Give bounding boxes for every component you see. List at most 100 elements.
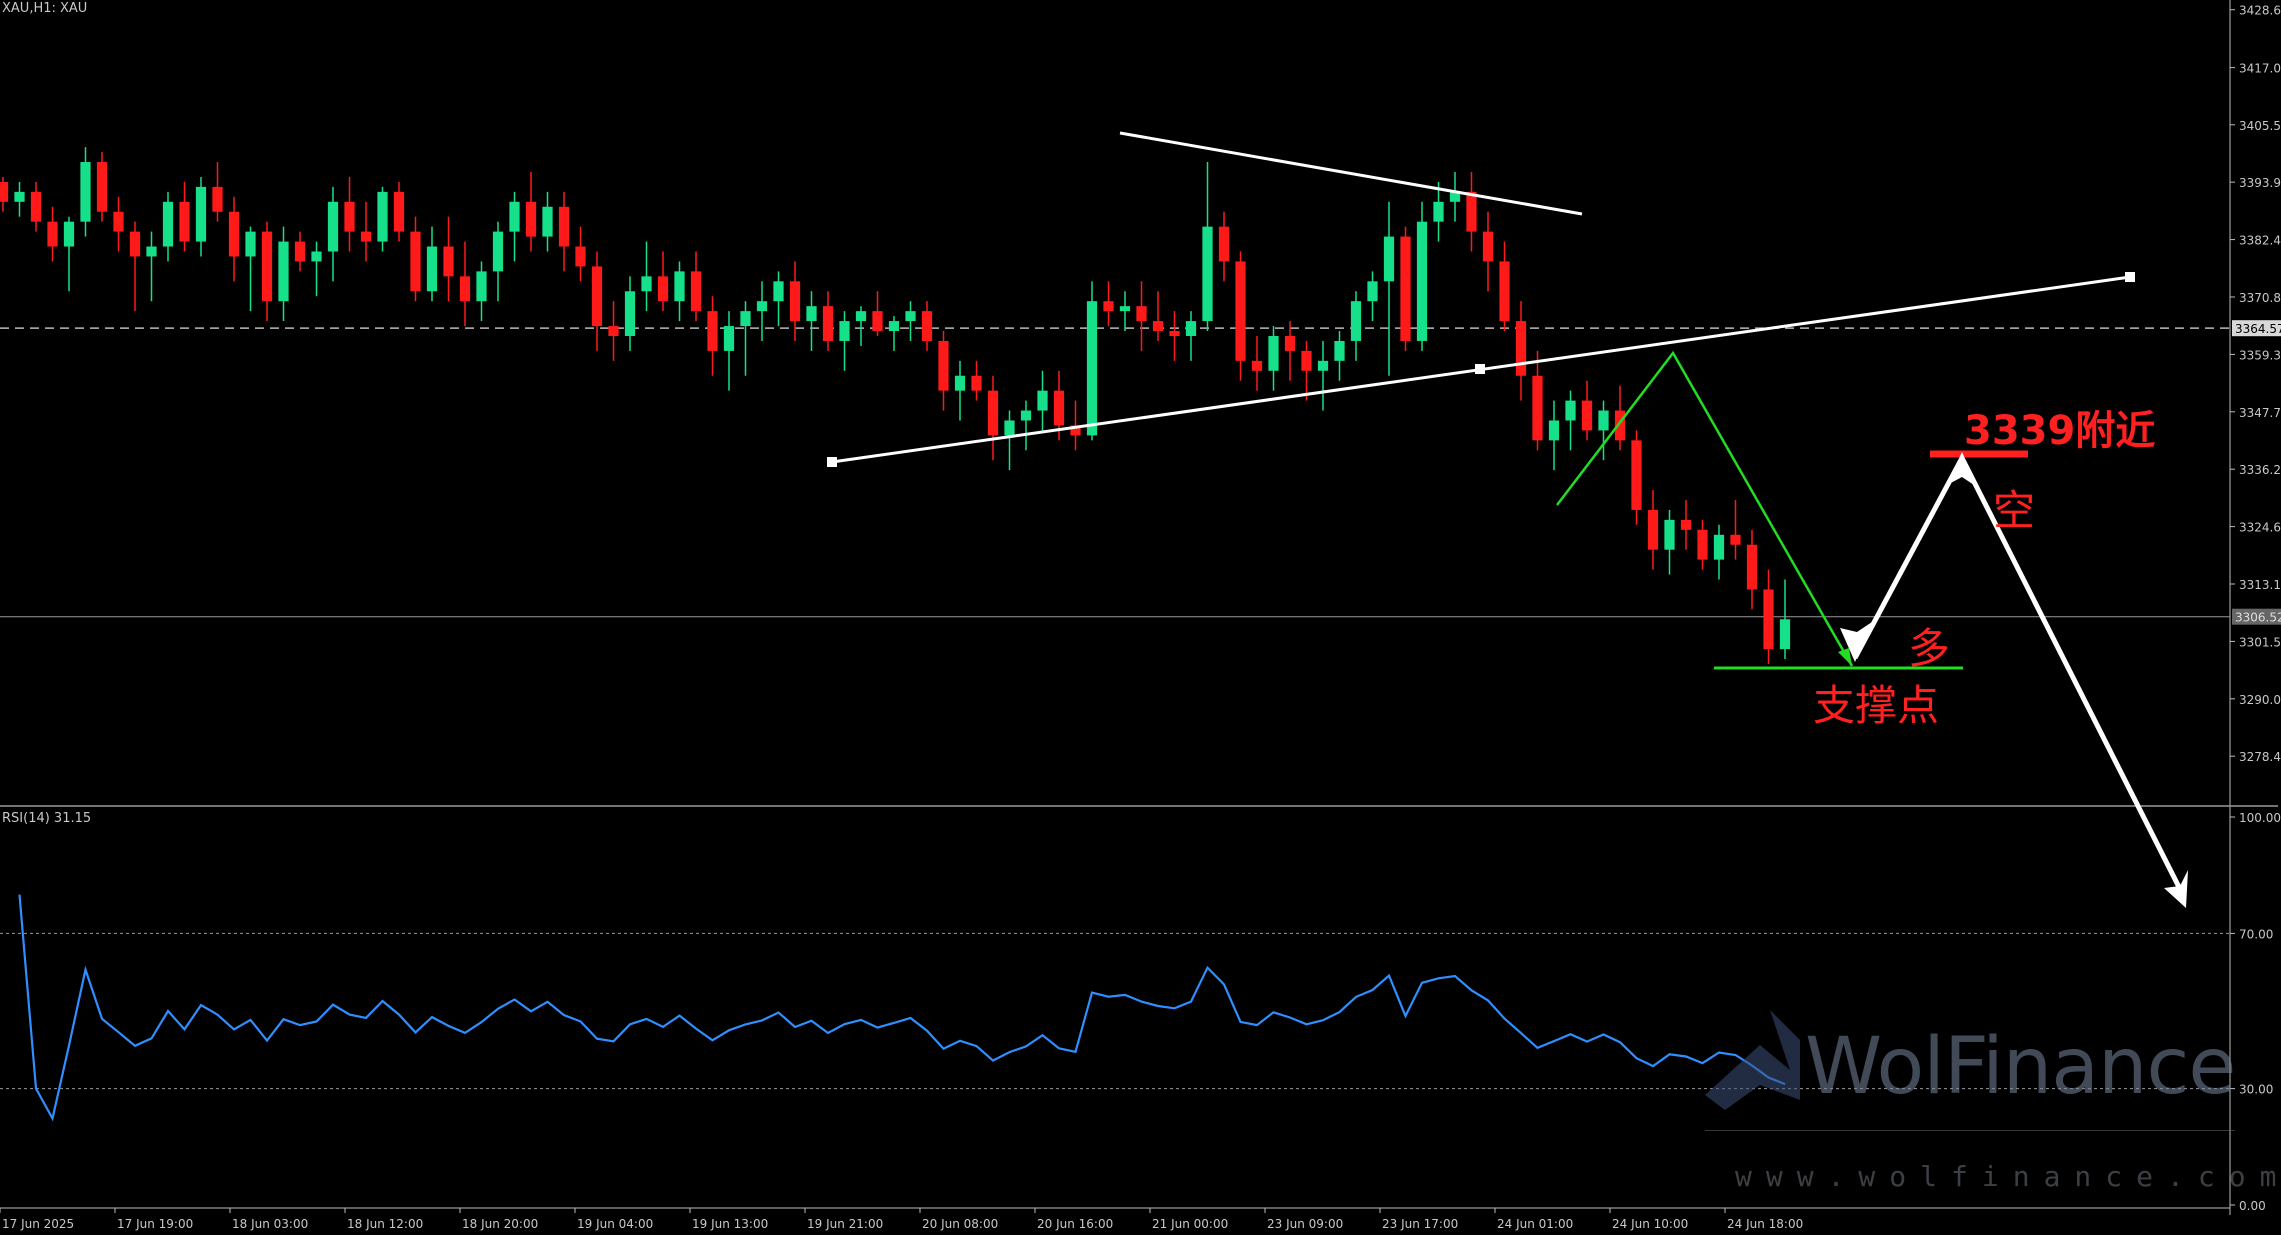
candle-body <box>0 181 9 202</box>
candle-body <box>1763 589 1774 650</box>
candle-body <box>1103 301 1114 312</box>
candle-body <box>14 191 25 202</box>
candle-body <box>393 191 405 232</box>
support-annotation: 支撑点 <box>1813 681 1940 730</box>
time-tick-label: 20 Jun 16:00 <box>1037 1217 1113 1231</box>
time-tick-label: 19 Jun 21:00 <box>807 1217 883 1231</box>
candle-body <box>987 390 999 436</box>
time-tick-label: 24 Jun 10:00 <box>1612 1217 1688 1231</box>
candle-body <box>954 375 966 391</box>
candle-body <box>525 201 537 237</box>
candle-body <box>872 311 883 332</box>
candle-body <box>1647 509 1659 550</box>
watermark-url: www.wolfinance.com <box>1735 1160 2281 1193</box>
candle-body <box>1466 191 1477 232</box>
candle-body <box>1499 261 1510 322</box>
candle-body <box>971 375 982 391</box>
candle-body <box>1119 306 1131 312</box>
time-tick-label: 24 Jun 18:00 <box>1727 1217 1803 1231</box>
rsi-tick-label: 30.00 <box>2239 1083 2273 1097</box>
candle-body <box>1532 375 1543 441</box>
candle-body <box>1416 221 1428 341</box>
candle-body <box>773 281 784 302</box>
dashed-level-label: 3364.57 <box>2235 322 2281 336</box>
candle-body <box>542 206 553 237</box>
watermark-brand: WolFinance <box>1805 1022 2236 1112</box>
wolf-logo-icon <box>1705 1010 1800 1110</box>
candle-body <box>591 266 603 327</box>
price-tick-label: 3370.85 <box>2239 291 2281 305</box>
candle-body <box>1631 440 1642 510</box>
rsi-line <box>18 894 1786 1122</box>
price-tick-label: 3301.55 <box>2239 635 2281 649</box>
candle-body <box>938 340 949 391</box>
candle-body <box>888 321 900 332</box>
candle-body <box>261 231 273 302</box>
candle-body <box>212 186 223 212</box>
price-tick-label: 3359.30 <box>2239 348 2281 362</box>
candle-body <box>410 231 421 292</box>
price-tick-label: 3417.00 <box>2239 62 2281 76</box>
candle-body <box>245 231 256 257</box>
candle-body <box>707 311 718 351</box>
candle-body <box>1598 410 1609 431</box>
time-tick-label: 24 Jun 01:00 <box>1497 1217 1573 1231</box>
time-tick-label: 17 Jun 2025 <box>2 1217 74 1231</box>
dashed-level-badge <box>2232 320 2281 337</box>
candle-body <box>624 291 636 336</box>
candle-body <box>839 321 850 341</box>
short-annotation: 空 <box>1993 486 2036 535</box>
candle-body <box>1383 236 1395 282</box>
candle-body <box>1680 519 1692 530</box>
candle-body <box>657 276 669 302</box>
candle-body <box>1515 321 1527 376</box>
forecast-arrowhead-down <box>2164 870 2188 908</box>
forecast-arrowhead-high <box>1947 452 1977 487</box>
candle-body <box>608 326 619 336</box>
target-price-annotation: 3339附近 <box>1964 408 2156 454</box>
time-tick-label: 18 Jun 12:00 <box>347 1217 423 1231</box>
candle-body <box>509 201 520 232</box>
time-tick-label: 23 Jun 17:00 <box>1382 1217 1458 1231</box>
rsi-label: RSI(14) 31.15 <box>2 811 92 826</box>
price-tick-label: 3347.75 <box>2239 406 2281 420</box>
candle-body <box>30 191 42 222</box>
candle-body <box>674 271 685 302</box>
price-tick-label: 3313.10 <box>2239 578 2281 592</box>
candle-body <box>195 186 207 242</box>
candle-body <box>1169 331 1180 336</box>
candle-body <box>1086 301 1098 436</box>
candle-body <box>740 311 751 327</box>
candle-body <box>1779 619 1791 650</box>
projection-path <box>1556 350 1854 667</box>
candle-body <box>1548 420 1560 441</box>
candle-body <box>96 162 108 212</box>
time-tick-label: 21 Jun 00:00 <box>1152 1217 1228 1231</box>
time-tick-label: 19 Jun 04:00 <box>577 1217 653 1231</box>
candle-body <box>1713 534 1725 560</box>
current-price-label: 3306.52 <box>2235 611 2281 625</box>
candle-body <box>1449 191 1461 202</box>
candle-body <box>789 281 801 322</box>
candle-body <box>921 311 933 341</box>
candle-body <box>492 231 504 272</box>
price-tick-label: 3290.00 <box>2239 693 2281 707</box>
candle-body <box>1037 390 1048 411</box>
price-tick-label: 3382.40 <box>2239 234 2281 248</box>
trendline-handle <box>2125 272 2135 282</box>
candle-body <box>1697 529 1708 560</box>
trendline-handle <box>1475 364 1485 374</box>
time-tick-label: 23 Jun 09:00 <box>1267 1217 1343 1231</box>
candle-body <box>806 306 817 322</box>
candle-body <box>113 211 124 232</box>
candle-body <box>443 246 454 277</box>
candle-body <box>1004 420 1015 436</box>
candle-body <box>822 306 834 341</box>
candle-body <box>1367 281 1378 302</box>
candle-body <box>327 201 339 252</box>
candle-body <box>558 206 570 247</box>
candle-body <box>756 301 768 312</box>
candle-body <box>476 271 487 302</box>
candle-body <box>1136 306 1147 322</box>
